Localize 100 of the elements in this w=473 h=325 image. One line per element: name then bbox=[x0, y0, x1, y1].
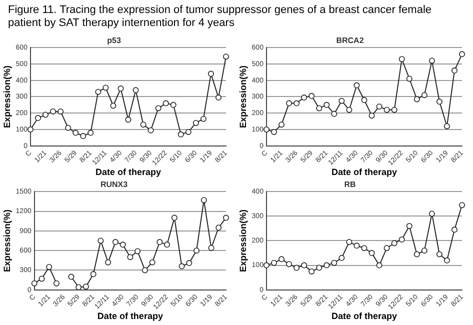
point bbox=[156, 239, 163, 246]
point bbox=[178, 131, 184, 138]
point bbox=[354, 242, 360, 249]
point bbox=[140, 122, 146, 128]
point bbox=[316, 264, 322, 271]
point bbox=[38, 276, 45, 282]
point bbox=[294, 264, 300, 271]
point bbox=[208, 244, 214, 251]
point bbox=[72, 130, 79, 136]
y-axis-title: Expression(%) bbox=[2, 65, 12, 128]
point bbox=[178, 263, 185, 270]
point bbox=[271, 128, 277, 135]
point bbox=[170, 102, 176, 108]
point bbox=[368, 250, 375, 256]
point bbox=[164, 242, 170, 248]
point bbox=[436, 251, 442, 258]
point bbox=[149, 259, 156, 266]
chart-title: BRCA2 bbox=[336, 36, 364, 46]
point bbox=[361, 245, 368, 252]
point bbox=[428, 210, 435, 217]
point bbox=[134, 248, 141, 254]
point bbox=[105, 259, 112, 266]
point bbox=[414, 96, 420, 102]
point bbox=[451, 226, 458, 233]
point bbox=[58, 108, 64, 114]
point bbox=[31, 280, 38, 286]
chart-title: RB bbox=[344, 180, 356, 190]
point bbox=[376, 262, 382, 268]
point bbox=[308, 92, 315, 99]
point bbox=[286, 100, 292, 106]
point bbox=[331, 260, 338, 266]
point bbox=[376, 104, 382, 110]
point bbox=[316, 105, 322, 112]
y-axis-title: Expression(%) bbox=[238, 209, 248, 272]
point bbox=[223, 214, 229, 221]
point bbox=[421, 92, 428, 98]
point bbox=[278, 122, 285, 128]
point bbox=[90, 271, 96, 278]
point bbox=[68, 274, 74, 280]
point bbox=[185, 128, 192, 135]
y-axis-title: Expression(%) bbox=[238, 65, 248, 128]
point bbox=[223, 54, 229, 60]
point bbox=[444, 257, 450, 264]
point bbox=[294, 100, 300, 106]
point bbox=[132, 87, 139, 94]
point bbox=[208, 70, 214, 77]
point bbox=[200, 197, 207, 204]
point bbox=[384, 245, 390, 252]
point bbox=[148, 127, 154, 134]
point bbox=[155, 105, 162, 112]
point bbox=[263, 262, 270, 268]
point bbox=[346, 106, 352, 113]
point bbox=[459, 202, 465, 208]
point bbox=[361, 97, 368, 104]
point bbox=[338, 98, 345, 104]
point bbox=[65, 124, 72, 131]
point bbox=[406, 76, 412, 82]
point bbox=[338, 254, 345, 261]
point bbox=[398, 236, 405, 243]
point bbox=[436, 98, 442, 105]
x-axis-title: Date of therapy bbox=[95, 167, 161, 178]
point bbox=[194, 248, 200, 254]
point bbox=[35, 115, 41, 122]
point bbox=[216, 224, 222, 231]
point bbox=[301, 94, 308, 101]
point bbox=[102, 84, 109, 91]
point bbox=[391, 240, 398, 246]
point bbox=[142, 267, 148, 274]
y-axis-title: Expression(%) bbox=[2, 209, 12, 272]
point bbox=[82, 284, 89, 290]
point bbox=[118, 86, 124, 92]
chart-title: p53 bbox=[107, 36, 122, 46]
point bbox=[46, 264, 52, 270]
point bbox=[286, 261, 292, 268]
point bbox=[42, 112, 49, 118]
point bbox=[301, 262, 308, 268]
point bbox=[192, 120, 199, 126]
point bbox=[88, 130, 94, 136]
point bbox=[384, 106, 390, 113]
x-axis-title: Date of therapy bbox=[331, 311, 397, 322]
point bbox=[324, 102, 330, 108]
point bbox=[98, 238, 104, 244]
point bbox=[186, 260, 192, 266]
point bbox=[428, 58, 435, 64]
point bbox=[368, 112, 375, 119]
point bbox=[406, 222, 412, 229]
point bbox=[459, 51, 465, 58]
point bbox=[421, 248, 428, 254]
point bbox=[95, 88, 102, 95]
point bbox=[80, 133, 86, 140]
point bbox=[398, 56, 405, 62]
point bbox=[354, 82, 360, 88]
point bbox=[112, 239, 118, 246]
point bbox=[53, 280, 60, 286]
point bbox=[346, 238, 352, 245]
point bbox=[125, 116, 132, 123]
point bbox=[391, 106, 398, 113]
point bbox=[171, 214, 178, 221]
point bbox=[110, 102, 116, 109]
caption: Figure 11. Tracing the expression of tumor suppressor genes of a breast cancer female patient by SAT therapy internention for 4 years bbox=[8, 4, 433, 30]
